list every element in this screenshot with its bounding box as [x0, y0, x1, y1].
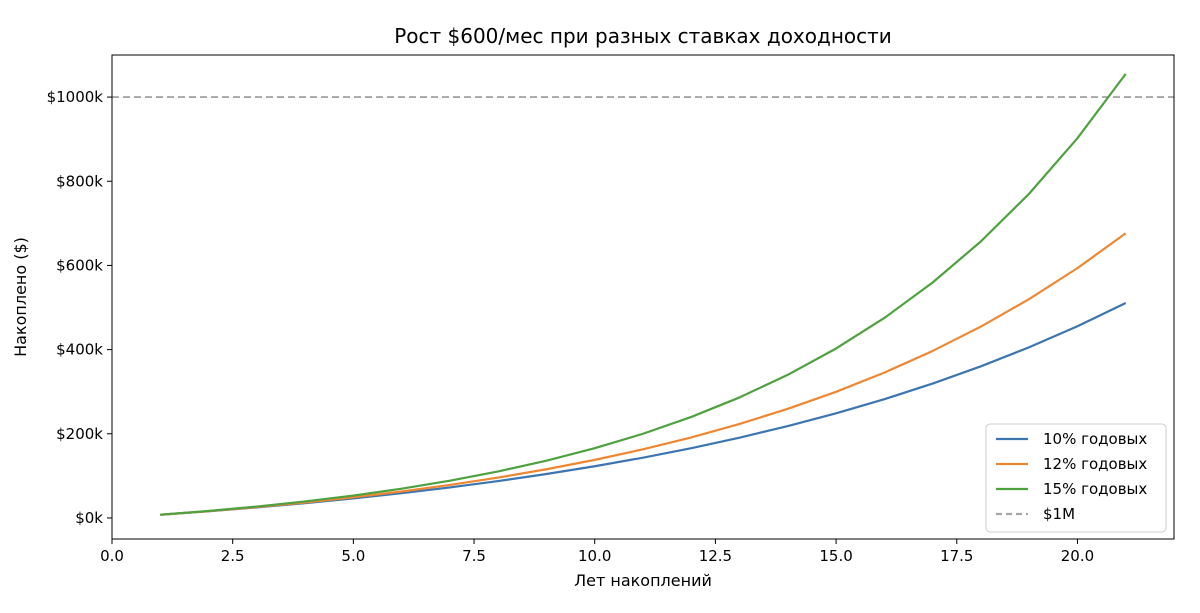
legend-label: 10% годовых [1043, 430, 1147, 448]
x-tick-label: 5.0 [341, 547, 365, 565]
plot-frame [111, 54, 1175, 540]
y-tick-label: $200k [56, 425, 103, 443]
series-line-3 [160, 73, 1127, 516]
legend-label: 15% годовых [1043, 480, 1147, 498]
y-tick-label: $400k [56, 341, 103, 359]
x-tick-label: 20.0 [1061, 547, 1094, 565]
series-line-2 [160, 232, 1127, 516]
x-axis: 0.0 2.5 5.0 7.5 10.0 12.5 15.0 17.5 20.0 [100, 539, 1094, 565]
y-tick-label: $0k [75, 509, 103, 527]
y-axis-label: Накоплено ($) [11, 237, 30, 357]
x-tick-label: 10.0 [578, 547, 611, 565]
x-axis-label: Лет накоплений [574, 571, 712, 590]
x-tick-label: 7.5 [462, 547, 486, 565]
legend-label: 12% годовых [1043, 455, 1147, 473]
y-tick-label: $800k [56, 172, 103, 190]
y-tick-label: $1000k [47, 88, 104, 106]
series-line-1 [160, 301, 1127, 516]
chart-title: Рост $600/мес при разных ставках доходно… [394, 24, 892, 48]
x-tick-label: 17.5 [940, 547, 973, 565]
series-lines [160, 73, 1127, 516]
x-tick-label: 15.0 [819, 547, 852, 565]
x-tick-label: 0.0 [100, 547, 124, 565]
y-tick-label: $600k [56, 256, 103, 274]
x-tick-label: 2.5 [221, 547, 245, 565]
y-axis: $0k $200k $400k $600k $800k $1000k [47, 88, 112, 527]
x-tick-label: 12.5 [699, 547, 732, 565]
legend: 10% годовых 12% годовых 15% годовых $1M [985, 423, 1167, 533]
legend-label: $1M [1043, 505, 1075, 523]
legend-box [985, 423, 1167, 533]
